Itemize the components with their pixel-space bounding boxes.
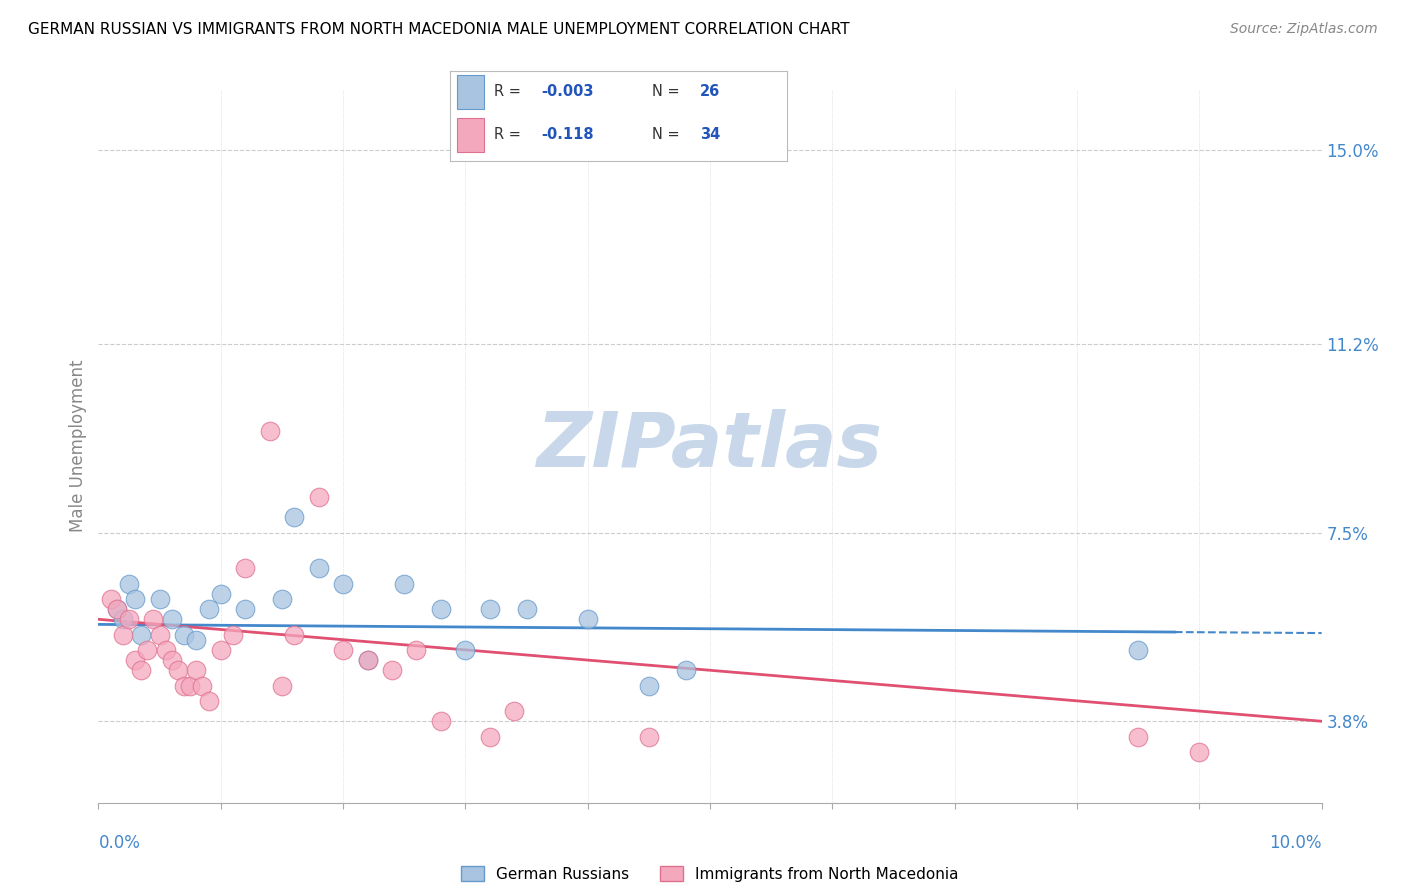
Point (478, 602, 501, 616)
Text: 26: 26 (700, 85, 720, 99)
Point (454, 643, 477, 657)
Point (197, 602, 219, 616)
Point (1128, 643, 1150, 657)
Point (430, 714, 453, 729)
Point (149, 591, 172, 606)
Point (179, 679, 201, 693)
Point (308, 490, 330, 504)
Text: N =: N = (652, 85, 685, 99)
Point (332, 643, 354, 657)
Text: -0.118: -0.118 (541, 128, 593, 142)
Point (233, 561, 256, 575)
Point (105, 602, 128, 616)
Point (118, 576, 141, 591)
Text: 34: 34 (700, 128, 720, 142)
Point (637, 730, 661, 744)
Point (675, 663, 697, 677)
Point (381, 663, 404, 677)
Point (576, 612, 599, 626)
Point (270, 591, 294, 606)
Text: -0.003: -0.003 (541, 85, 593, 99)
Bar (457, 118, 484, 152)
Point (270, 679, 294, 693)
Point (155, 643, 177, 657)
Point (209, 587, 232, 601)
Point (124, 591, 146, 606)
Point (124, 653, 146, 667)
Point (129, 627, 152, 641)
Point (222, 627, 245, 641)
Point (100, 591, 122, 606)
Point (503, 704, 526, 718)
Text: 10.0%: 10.0% (1270, 834, 1322, 852)
Point (111, 627, 134, 641)
Point (105, 602, 128, 616)
Text: N =: N = (652, 128, 685, 142)
Point (405, 643, 427, 657)
Point (332, 576, 354, 591)
Point (430, 602, 453, 616)
Bar (457, 75, 484, 109)
Point (516, 602, 538, 616)
Legend: German Russians, Immigrants from North Macedonia: German Russians, Immigrants from North M… (456, 860, 965, 888)
Point (136, 643, 159, 657)
Text: R =: R = (494, 128, 526, 142)
Point (283, 510, 305, 524)
Point (129, 663, 152, 677)
Point (142, 612, 165, 626)
Point (1188, 745, 1211, 759)
Text: R =: R = (494, 85, 526, 99)
Point (173, 679, 195, 693)
Point (308, 561, 330, 575)
Point (478, 730, 501, 744)
Point (356, 653, 378, 667)
Point (167, 663, 190, 677)
Text: 0.0%: 0.0% (98, 834, 141, 852)
Point (233, 602, 256, 616)
Point (356, 653, 378, 667)
Point (197, 694, 219, 708)
Point (186, 632, 208, 647)
Point (191, 679, 214, 693)
Point (186, 663, 208, 677)
Point (259, 424, 281, 438)
Point (209, 643, 232, 657)
Point (1128, 730, 1150, 744)
Point (392, 576, 416, 591)
Point (160, 653, 183, 667)
Point (160, 612, 183, 626)
Point (149, 627, 172, 641)
Y-axis label: Male Unemployment: Male Unemployment (69, 359, 87, 533)
Text: ZIPatlas: ZIPatlas (537, 409, 883, 483)
Point (173, 627, 195, 641)
Point (637, 679, 661, 693)
Text: GERMAN RUSSIAN VS IMMIGRANTS FROM NORTH MACEDONIA MALE UNEMPLOYMENT CORRELATION : GERMAN RUSSIAN VS IMMIGRANTS FROM NORTH … (28, 22, 849, 37)
Point (111, 612, 134, 626)
Point (283, 627, 305, 641)
Text: Source: ZipAtlas.com: Source: ZipAtlas.com (1230, 22, 1378, 37)
Point (118, 612, 141, 626)
